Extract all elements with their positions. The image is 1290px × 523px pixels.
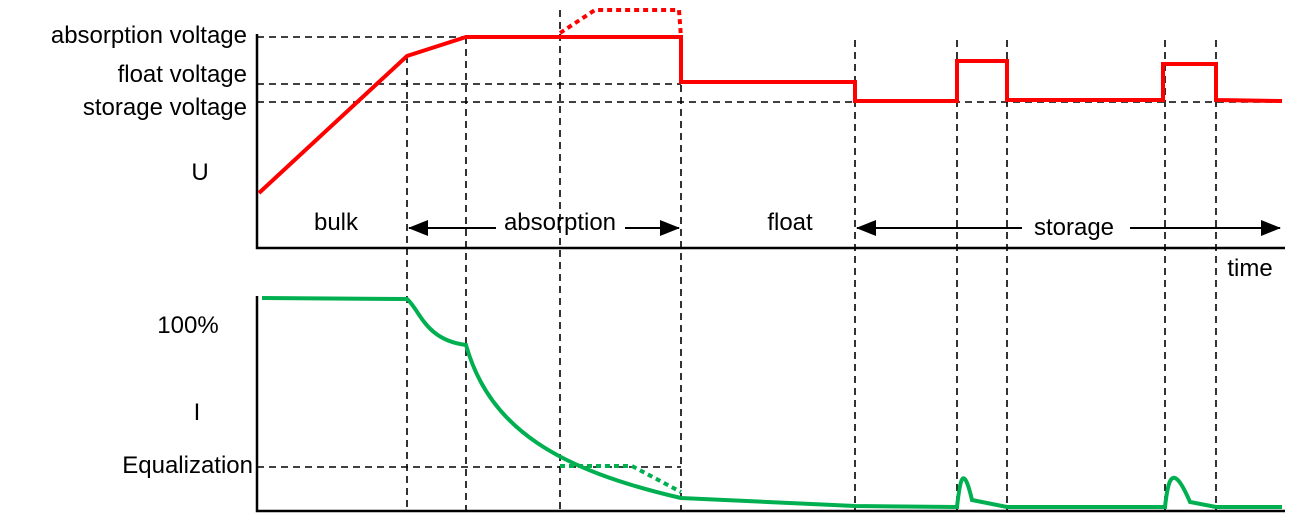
phase-absorption-label: absorption xyxy=(504,209,616,236)
phase-float-label: float xyxy=(767,209,813,236)
voltage-axis xyxy=(255,34,1285,250)
phase-storage-label: storage xyxy=(1034,214,1114,241)
absorption-voltage-label: absorption voltage xyxy=(51,22,247,49)
equalization-label: Equalization xyxy=(122,452,253,479)
float-voltage-label: float voltage xyxy=(118,61,247,88)
phase-bulk-label: bulk xyxy=(314,209,359,236)
reference-lines xyxy=(257,10,1282,512)
voltage-curve xyxy=(257,35,1283,195)
current-curve xyxy=(261,296,1282,510)
storage-voltage-label: storage voltage xyxy=(83,94,247,121)
current-axis xyxy=(255,296,1285,513)
current-equalization-dotted xyxy=(560,464,682,494)
time-axis-label: time xyxy=(1227,255,1272,282)
voltage-equalization-dotted xyxy=(558,8,683,38)
voltage-axis-label: U xyxy=(191,159,208,186)
current-100-label: 100% xyxy=(157,312,218,339)
current-axis-label: I xyxy=(194,399,201,426)
